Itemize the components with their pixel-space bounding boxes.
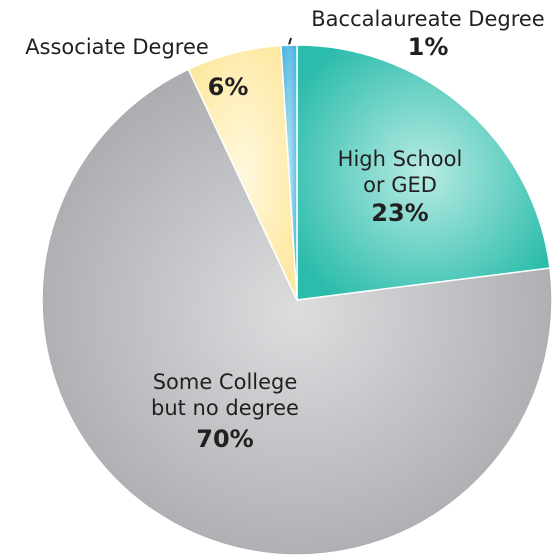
value-label: 6% <box>208 73 249 101</box>
value-label: 1% <box>408 33 449 61</box>
slice-label: Some College but no degree <box>151 370 299 420</box>
slice-label: High School or GED <box>338 147 463 197</box>
pie-slice <box>296 44 551 301</box>
pie-slice <box>41 68 552 556</box>
slice-label: Baccalaureate Degree <box>311 7 544 31</box>
pie-slice <box>280 44 298 301</box>
value-label: 70% <box>196 425 253 453</box>
value-label: 23% <box>371 199 428 227</box>
slice-label: Associate Degree <box>25 35 209 59</box>
